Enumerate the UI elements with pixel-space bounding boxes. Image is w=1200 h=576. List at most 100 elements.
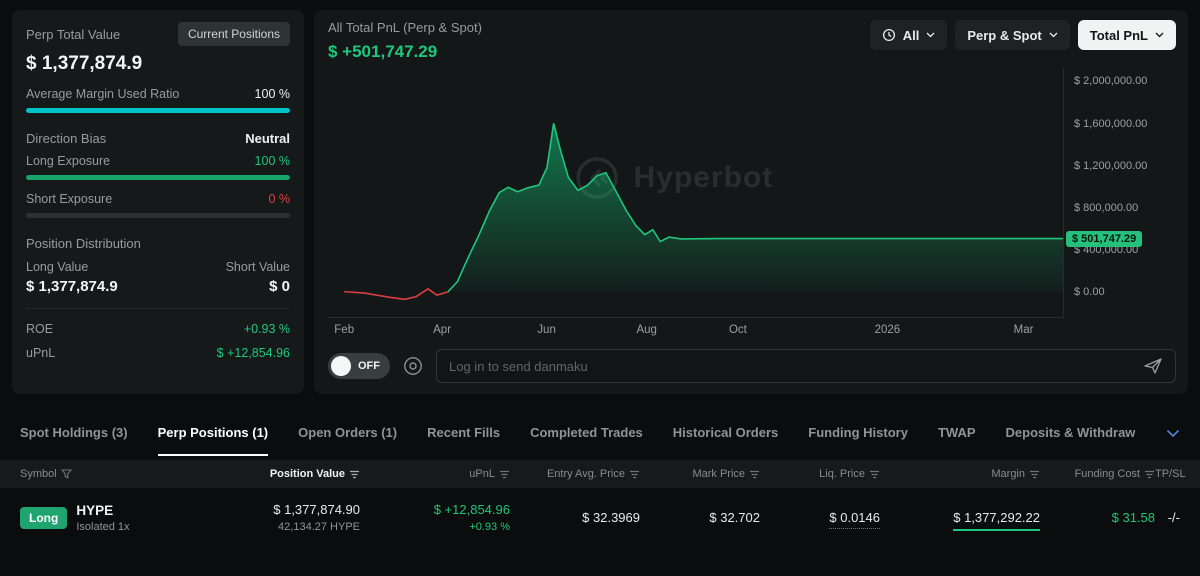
chevron-down-icon xyxy=(1049,32,1058,38)
y-axis-tick: $ 0.00 xyxy=(1074,286,1105,299)
funding-cost-cell: $ 31.58 xyxy=(1040,510,1155,525)
tab-spot-holdings[interactable]: Spot Holdings (3) xyxy=(20,424,128,440)
col-entry-price-label: Entry Avg. Price xyxy=(546,468,625,480)
short-exposure-label: Short Exposure xyxy=(26,192,113,206)
pnl-chart-panel: All Total PnL (Perp & Spot) $ +501,747.2… xyxy=(314,10,1188,394)
chevron-down-icon xyxy=(926,32,935,38)
danmaku-bar: OFF xyxy=(328,348,1176,384)
position-distribution-title: Position Distribution xyxy=(26,236,141,251)
short-value-label: Short Value xyxy=(225,260,290,274)
avg-margin-bar-fill xyxy=(26,108,290,113)
position-value: $ 1,377,874.90 xyxy=(273,502,360,517)
divider xyxy=(26,308,290,309)
clock-icon xyxy=(882,28,895,42)
col-symbol-label: Symbol xyxy=(20,468,57,480)
long-exposure-value: 100 % xyxy=(254,154,290,168)
pnl-plot[interactable]: Hyperbot xyxy=(328,68,1064,318)
col-margin[interactable]: Margin xyxy=(880,468,1040,480)
sort-icon xyxy=(1030,470,1039,478)
short-value: $ 0 xyxy=(269,278,290,295)
entry-price: $ 32.3969 xyxy=(582,510,640,525)
row-upnl-pct: +0.93 % xyxy=(469,521,510,533)
danmaku-settings-icon[interactable] xyxy=(402,355,424,377)
short-exposure-value: 0 % xyxy=(268,192,290,206)
entry-price-cell: $ 32.3969 xyxy=(510,510,640,525)
pnl-x-axis: Feb Apr Jun Aug Oct 2026 Mar xyxy=(328,318,1064,340)
col-upnl[interactable]: uPnL xyxy=(360,468,510,480)
tab-historical-orders[interactable]: Historical Orders xyxy=(672,424,779,440)
y-axis-tick: $ 1,200,000.00 xyxy=(1074,159,1148,172)
long-exposure-bar-fill xyxy=(26,175,290,180)
sort-icon xyxy=(870,470,879,478)
col-position-value[interactable]: Position Value xyxy=(210,468,360,480)
funding-cost: $ 31.58 xyxy=(1111,510,1155,525)
tab-deposits-withdrawals[interactable]: Deposits & Withdraw xyxy=(1005,424,1136,440)
tab-open-orders[interactable]: Open Orders (1) xyxy=(298,424,398,440)
y-axis-tick: $ 2,000,000.00 xyxy=(1074,75,1148,88)
sort-icon xyxy=(750,470,759,478)
pnl-chart-total: $ +501,747.29 xyxy=(328,42,438,61)
time-range-value: All xyxy=(902,27,920,43)
tab-funding-history[interactable]: Funding History xyxy=(808,424,908,440)
chevron-down-icon xyxy=(1155,32,1164,38)
current-pnl-chip: $ 501,747.29 xyxy=(1066,231,1143,248)
upnl-cell: $ +12,854.96 +0.93 % xyxy=(360,502,510,533)
short-exposure-bar xyxy=(26,213,290,218)
direction-bias-label: Direction Bias xyxy=(26,131,107,146)
upnl-label: uPnL xyxy=(26,346,56,360)
tab-completed-trades[interactable]: Completed Trades xyxy=(530,424,643,440)
long-value: $ 1,377,874.9 xyxy=(26,278,118,295)
margin-value[interactable]: $ 1,377,292.22 xyxy=(953,510,1040,531)
x-axis-tick: Mar xyxy=(1013,324,1034,336)
col-entry-price[interactable]: Entry Avg. Price xyxy=(510,468,640,480)
direction-bias-value: Neutral xyxy=(245,131,290,146)
current-positions-button[interactable]: Current Positions xyxy=(177,22,290,46)
col-liq-price[interactable]: Liq. Price xyxy=(760,468,880,480)
col-symbol[interactable]: Symbol xyxy=(20,468,210,480)
position-size: 42,134.27 HYPE xyxy=(278,521,360,533)
row-upnl: $ +12,854.96 xyxy=(433,502,510,517)
margin-cell[interactable]: $ 1,377,292.22 xyxy=(880,510,1040,531)
col-upnl-label: uPnL xyxy=(469,468,495,480)
tab-perp-positions[interactable]: Perp Positions (1) xyxy=(157,410,269,456)
time-range-dropdown[interactable]: All xyxy=(869,20,948,50)
metric-dropdown[interactable]: Total PnL xyxy=(1077,20,1176,50)
perp-summary-panel: Perp Total Value Current Positions $ 1,3… xyxy=(12,10,304,394)
upnl-value: $ +12,854.96 xyxy=(216,346,290,360)
danmaku-input[interactable] xyxy=(449,358,1135,374)
perp-total-value: $ 1,377,874.9 xyxy=(26,53,143,74)
col-tpsl-label: TP/SL xyxy=(1155,468,1186,480)
mark-price: $ 32.702 xyxy=(709,510,760,525)
col-funding-cost[interactable]: Funding Cost xyxy=(1040,468,1155,480)
col-liq-price-label: Liq. Price xyxy=(819,468,865,480)
scope-dropdown[interactable]: Perp & Spot xyxy=(955,20,1070,50)
danmaku-toggle[interactable]: OFF xyxy=(328,353,390,379)
danmaku-input-wrap xyxy=(436,349,1176,383)
filter-funnel-icon xyxy=(60,469,72,479)
col-position-value-label: Position Value xyxy=(269,468,345,480)
toggle-label: OFF xyxy=(358,360,380,372)
avg-margin-label: Average Margin Used Ratio xyxy=(26,87,180,101)
position-row-hype[interactable]: Long HYPE Isolated 1x $ 1,377,874.90 42,… xyxy=(0,488,1200,549)
perp-total-value-label: Perp Total Value xyxy=(26,26,121,42)
tabs-collapse-chevron-icon[interactable] xyxy=(1166,429,1180,438)
y-axis-tick: $ 800,000.00 xyxy=(1074,201,1139,214)
col-mark-price[interactable]: Mark Price xyxy=(640,468,760,480)
pnl-y-axis: $ 2,000,000.00 $ 1,600,000.00 $ 1,200,000.… xyxy=(1064,68,1176,318)
positions-tabs-bar: Spot Holdings (3) Perp Positions (1) Ope… xyxy=(0,410,1200,456)
avg-margin-bar xyxy=(26,108,290,113)
symbol-leverage: Isolated 1x xyxy=(76,520,130,533)
x-axis-tick: Aug xyxy=(636,324,657,336)
send-icon[interactable] xyxy=(1143,357,1163,375)
sort-icon xyxy=(350,470,359,478)
x-axis-tick: Apr xyxy=(433,324,452,336)
tab-twap[interactable]: TWAP xyxy=(937,424,976,440)
tab-recent-fills[interactable]: Recent Fills xyxy=(427,424,501,440)
tpsl-cell[interactable]: -/- xyxy=(1155,510,1180,525)
avg-margin-value: 100 % xyxy=(254,87,290,101)
long-exposure-bar xyxy=(26,175,290,180)
tabs: Spot Holdings (3) Perp Positions (1) Ope… xyxy=(20,410,1154,456)
liq-price: $ 0.0146 xyxy=(829,510,880,529)
position-value-cell: $ 1,377,874.90 42,134.27 HYPE xyxy=(210,502,360,533)
pnl-chart-svg xyxy=(328,68,1063,317)
